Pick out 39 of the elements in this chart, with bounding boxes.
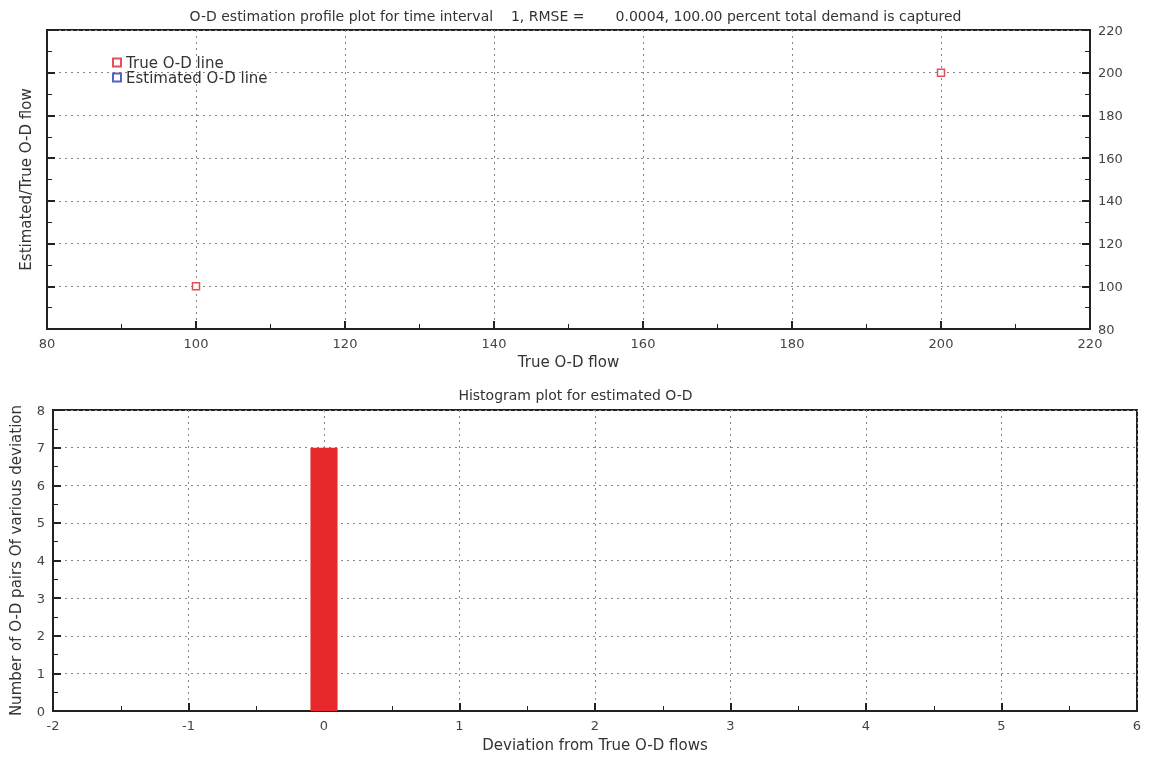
- x-axis-title: Deviation from True O-D flows: [482, 735, 708, 754]
- chart-title: O-D estimation profile plot for time interval 1, RMSE = 0.0004, 100.00 percent total demand is captured: [189, 8, 962, 24]
- chart-title: Histogram plot for estimated O-D: [458, 387, 693, 403]
- y-tick-label: 140: [1098, 193, 1123, 209]
- x-axis-title: True O-D flow: [516, 353, 620, 372]
- y-tick-label: 100: [1098, 278, 1123, 294]
- y-tick-label: 120: [1098, 236, 1123, 252]
- y-tick-label: 4: [36, 553, 45, 569]
- x-tick-label: 200: [928, 336, 954, 351]
- y-tick-label: 200: [1098, 65, 1123, 81]
- x-tick-label: -2: [46, 718, 60, 734]
- x-tick-label: 4: [861, 718, 871, 734]
- x-tick-label: 1: [455, 718, 464, 734]
- x-tick-label: 100: [183, 336, 209, 351]
- y-tick-label: 7: [36, 440, 45, 456]
- y-tick-label: 180: [1098, 107, 1123, 123]
- x-tick-label: 3: [726, 718, 735, 734]
- y-tick-label: 80: [1098, 321, 1115, 337]
- y-axis-title: Number of O-D pairs Of various deviation: [6, 405, 25, 717]
- y-tick-label: 220: [1098, 22, 1123, 38]
- y-tick-label: 0: [36, 703, 45, 719]
- x-tick-label: 2: [590, 718, 600, 734]
- x-tick-label: 120: [332, 336, 358, 351]
- x-tick-label: 5: [997, 718, 1006, 734]
- y-tick-label: 8: [36, 402, 45, 418]
- y-axis-title: Estimated/True O-D flow: [16, 88, 35, 271]
- y-tick-label: 160: [1098, 150, 1123, 166]
- x-tick-label: 0: [319, 718, 329, 734]
- y-tick-label: 3: [36, 590, 45, 606]
- x-tick-label: 180: [779, 336, 805, 351]
- y-tick-label: 1: [36, 665, 45, 681]
- x-tick-label: 6: [1132, 718, 1142, 734]
- x-tick-label: 140: [481, 336, 507, 351]
- x-tick-label: 160: [630, 336, 656, 351]
- x-tick-label: -1: [182, 718, 195, 734]
- y-tick-label: 5: [36, 515, 45, 531]
- y-tick-label: 6: [36, 477, 45, 493]
- x-tick-label: 220: [1077, 336, 1103, 351]
- y-tick-label: 2: [36, 628, 45, 644]
